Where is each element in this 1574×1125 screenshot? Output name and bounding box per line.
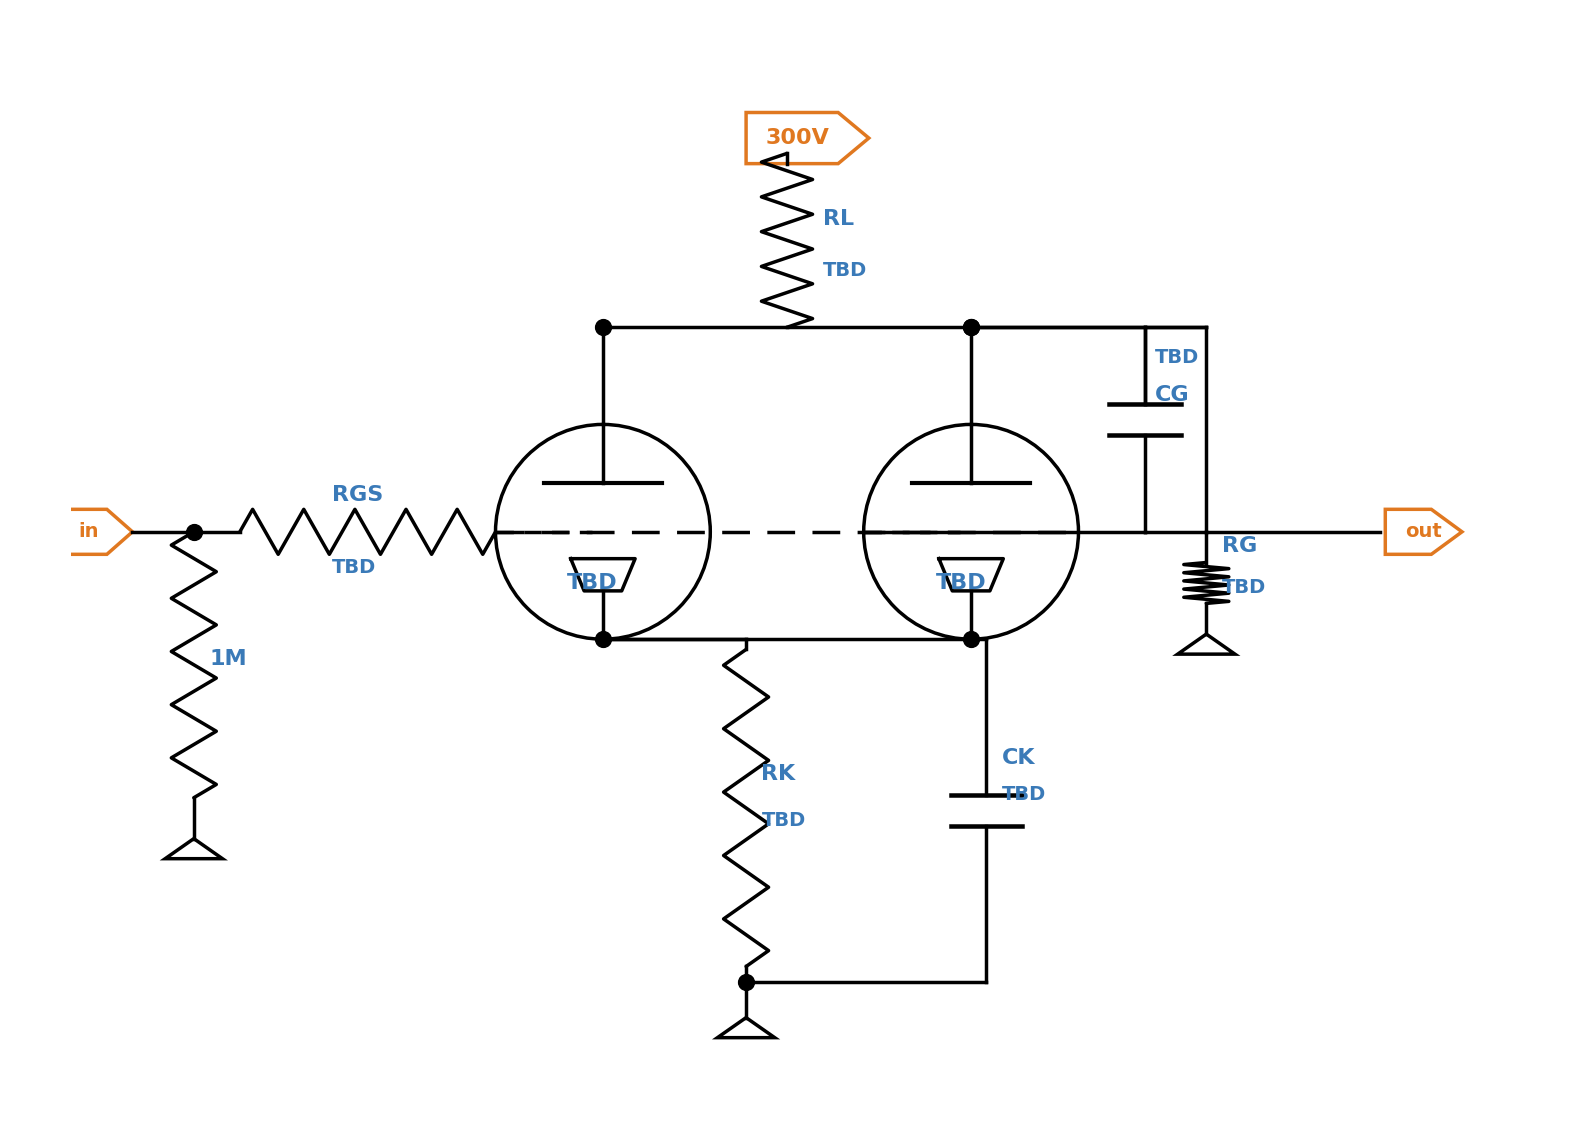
Point	[959, 630, 984, 648]
Text: TBD: TBD	[1001, 785, 1047, 804]
Text: RGS: RGS	[332, 485, 382, 505]
Text: out: out	[1404, 522, 1442, 541]
Point	[590, 318, 615, 336]
Point	[959, 318, 984, 336]
Point	[181, 523, 206, 541]
Text: in: in	[79, 522, 99, 541]
Point	[959, 318, 984, 336]
Text: RK: RK	[762, 764, 795, 784]
Text: TBD: TBD	[1221, 578, 1265, 597]
Text: TBD: TBD	[332, 558, 376, 577]
Text: 300V: 300V	[765, 128, 829, 148]
Text: TBD: TBD	[762, 811, 806, 830]
Point	[590, 630, 615, 648]
Text: RG: RG	[1221, 537, 1258, 556]
Text: TBD: TBD	[1155, 348, 1199, 367]
Text: TBD: TBD	[823, 261, 867, 280]
Text: TBD: TBD	[935, 573, 987, 593]
Text: TBD: TBD	[567, 573, 619, 593]
Text: 1M: 1M	[209, 649, 247, 668]
Text: RL: RL	[823, 209, 855, 230]
Text: CG: CG	[1155, 385, 1190, 405]
Point	[733, 973, 759, 991]
Text: CK: CK	[1001, 748, 1036, 768]
